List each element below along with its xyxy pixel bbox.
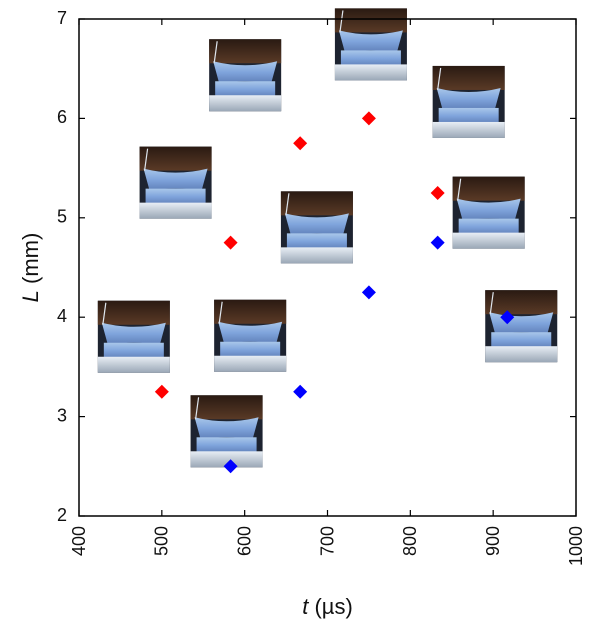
x-tick-label: 500 xyxy=(152,526,172,556)
droplet-photo xyxy=(214,299,287,372)
droplet-photo xyxy=(139,146,212,219)
data-point-diamond xyxy=(223,459,238,474)
droplet-photo xyxy=(280,191,353,264)
data-point-diamond xyxy=(430,235,445,250)
droplet-photo xyxy=(190,395,263,468)
droplet-photo xyxy=(432,65,505,138)
inset-photos xyxy=(97,8,558,468)
y-tick-label: 2 xyxy=(57,505,67,525)
y-axis-symbol: L xyxy=(18,290,43,302)
data-point-diamond xyxy=(361,111,376,126)
x-tick-label: 400 xyxy=(69,526,89,556)
data-point-diamond xyxy=(293,384,308,399)
x-tick-label: 600 xyxy=(234,526,254,556)
y-tick-label: 7 xyxy=(57,8,67,28)
droplet-photo xyxy=(209,39,282,112)
droplet-photo xyxy=(97,300,170,373)
y-tick-label: 5 xyxy=(57,207,67,227)
data-point-diamond xyxy=(430,185,445,200)
y-axis-title: L (mm) xyxy=(18,233,43,303)
y-axis-unit: (mm) xyxy=(18,233,43,290)
x-axis-title: t (µs) xyxy=(302,594,353,619)
x-tick-label: 900 xyxy=(483,526,503,556)
x-axis-ticks: 400 500 600 700 800 900 1000 xyxy=(69,19,586,566)
x-tick-label: 1000 xyxy=(566,526,586,566)
y-axis-ticks: 2 3 4 5 6 7 xyxy=(57,8,576,525)
droplet-photo xyxy=(334,8,407,81)
y-tick-label: 4 xyxy=(57,306,67,326)
droplet-photo xyxy=(452,176,525,249)
data-point-diamond xyxy=(500,310,515,325)
y-tick-label: 3 xyxy=(57,405,67,425)
x-axis-unit: (µs) xyxy=(308,594,352,619)
data-point-diamond xyxy=(293,136,308,151)
data-point-diamond xyxy=(223,235,238,250)
data-point-diamond xyxy=(154,384,169,399)
x-axis-symbol: t xyxy=(302,594,309,619)
data-point-diamond xyxy=(361,285,376,300)
x-tick-label: 700 xyxy=(317,526,337,556)
data-markers xyxy=(154,111,515,474)
x-tick-label: 800 xyxy=(400,526,420,556)
y-tick-label: 6 xyxy=(57,107,67,127)
droplet-photo xyxy=(485,290,558,363)
